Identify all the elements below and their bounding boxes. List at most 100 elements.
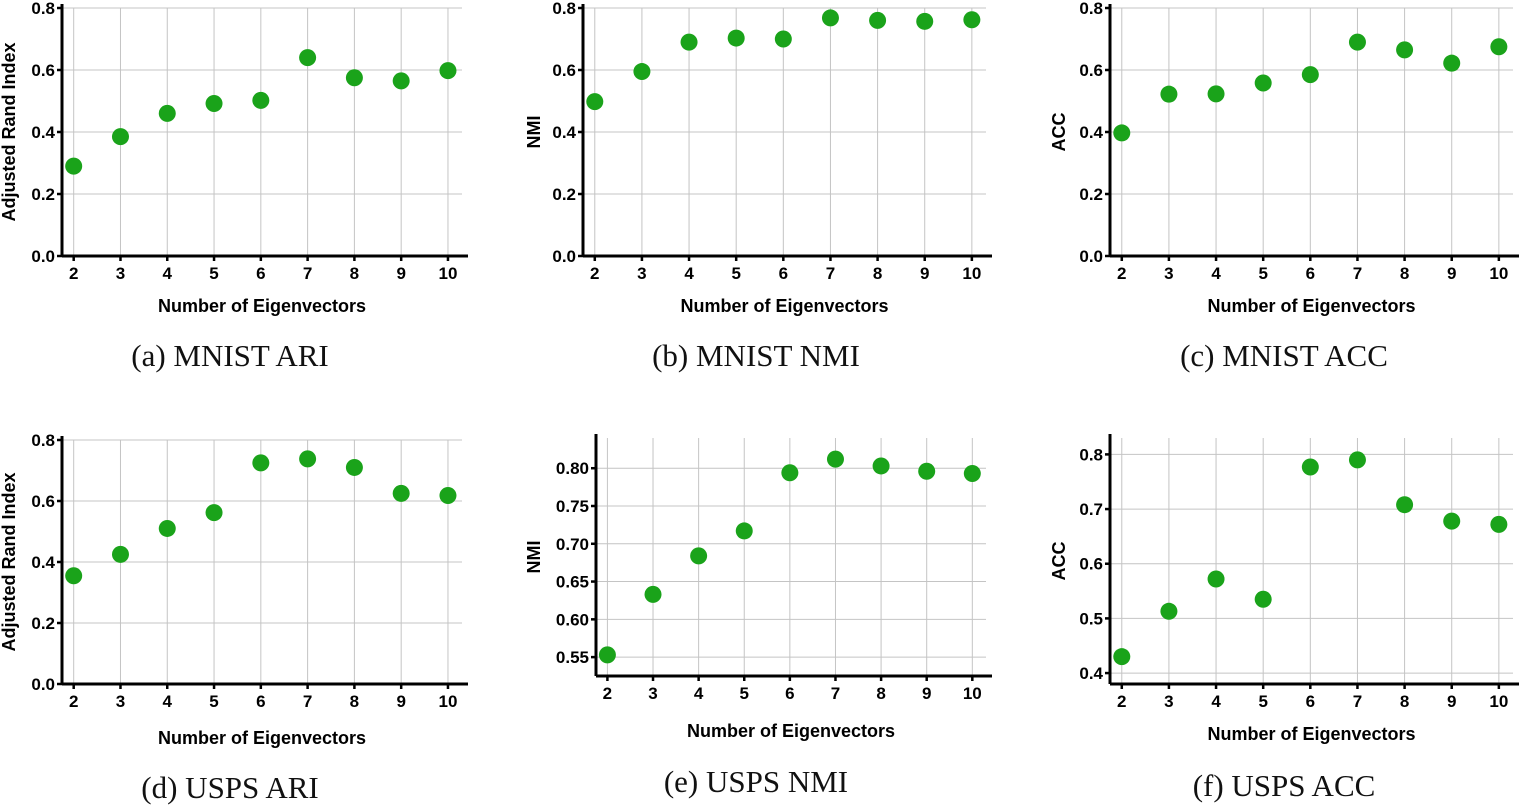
data-point (1113, 648, 1131, 666)
x-tick-label: 8 (1400, 692, 1409, 711)
y-tick-label: 0.6 (552, 61, 576, 80)
x-tick-label: 3 (116, 692, 125, 711)
x-tick-label: 3 (1164, 264, 1173, 283)
x-tick-label: 7 (1353, 692, 1362, 711)
x-tick-label: 4 (163, 692, 173, 711)
x-tick-label: 8 (350, 264, 359, 283)
caption-usps-ari: (d) USPS ARI (141, 770, 319, 805)
x-tick-label: 5 (209, 264, 218, 283)
data-point (1396, 41, 1414, 59)
y-tick-label: 0.6 (31, 61, 55, 80)
x-axis-label: Number of Eigenvectors (687, 721, 895, 741)
y-axis-label: ACC (1049, 113, 1069, 152)
y-axis-label: NMI (524, 116, 544, 149)
caption-usps-acc: (f) USPS ACC (1192, 768, 1376, 803)
x-tick-label: 7 (831, 684, 840, 703)
x-tick-label: 3 (648, 684, 657, 703)
x-tick-label: 5 (1258, 264, 1267, 283)
grid (596, 438, 986, 676)
data-point (1443, 54, 1461, 72)
x-tick-label: 2 (69, 692, 78, 711)
x-tick-label: 8 (876, 684, 885, 703)
x-tick-label: 5 (209, 692, 218, 711)
x-tick-label: 6 (785, 684, 794, 703)
x-tick-label: 9 (396, 692, 405, 711)
data-point (392, 72, 410, 90)
x-tick-label: 4 (694, 684, 704, 703)
x-tick-label: 10 (439, 264, 458, 283)
y-tick-label: 0.55 (556, 648, 589, 667)
data-points (1113, 33, 1508, 142)
data-point (205, 94, 223, 112)
data-point (158, 104, 176, 122)
chart-mnist-acc: 2 3 4 5 6 7 8 9 10 0.0 0.2 0.4 0.6 0.8 Number of Eigen… (1049, 0, 1519, 316)
x-tick-label: 6 (1306, 264, 1315, 283)
data-point (1113, 124, 1131, 142)
x-tick-label: 7 (303, 264, 312, 283)
data-point (1396, 496, 1414, 514)
x-tick-label: 2 (603, 684, 612, 703)
data-point (821, 9, 839, 27)
x-tick-label: 10 (1489, 264, 1508, 283)
data-point (680, 33, 698, 51)
grid (62, 439, 462, 685)
x-tick-label: 2 (69, 264, 78, 283)
data-point (252, 91, 270, 109)
y-tick-label: 0.0 (31, 675, 55, 694)
x-tick-label: 5 (731, 264, 740, 283)
y-tick-label: 0.0 (1079, 247, 1103, 266)
x-tick-label: 4 (1211, 264, 1221, 283)
data-point (1348, 451, 1366, 469)
caption-usps-nmi: (e) USPS NMI (663, 764, 849, 799)
data-point (1490, 38, 1508, 56)
data-point (65, 567, 83, 585)
y-tick-label: 0.6 (1079, 61, 1103, 80)
chart-usps-ari: 2 3 4 5 6 7 8 9 10 0.0 0.2 0.4 0.6 0.8 Number of Eigen… (0, 431, 468, 748)
chart-mnist-nmi: 2 3 4 5 6 7 8 9 10 0.0 0.2 0.4 0.6 0.8 Number of Eigen… (524, 0, 992, 316)
data-points (586, 9, 981, 111)
data-point (1301, 66, 1319, 84)
data-point (111, 545, 129, 563)
data-point (345, 69, 363, 87)
x-tick-label: 4 (684, 264, 694, 283)
data-point (1301, 458, 1319, 476)
data-point (111, 128, 129, 146)
y-tick-label: 0.8 (1079, 0, 1103, 18)
x-tick-label: 6 (1306, 692, 1315, 711)
x-tick-label: 7 (1353, 264, 1362, 283)
data-point (774, 30, 792, 48)
data-point (1160, 602, 1178, 620)
y-axis-label: Adjusted Rand Index (0, 472, 19, 651)
x-tick-label: 6 (779, 264, 788, 283)
data-point (781, 464, 799, 482)
data-point (439, 62, 457, 80)
data-point (586, 93, 604, 111)
x-tick-label: 7 (826, 264, 835, 283)
y-tick-label: 0.60 (556, 610, 589, 629)
x-axis-label: Number of Eigenvectors (1207, 296, 1415, 316)
data-point (1348, 33, 1366, 51)
data-point (1490, 515, 1508, 533)
x-tick-label: 8 (350, 692, 359, 711)
x-tick-label: 2 (1117, 692, 1126, 711)
data-point (299, 49, 317, 67)
data-point (1160, 85, 1178, 103)
x-axis-label: Number of Eigenvectors (1207, 724, 1415, 744)
data-point (869, 11, 887, 29)
x-axis-label: Number of Eigenvectors (158, 296, 366, 316)
data-point (735, 522, 753, 540)
x-tick-label: 9 (922, 684, 931, 703)
data-point (727, 29, 745, 47)
y-tick-label: 0.7 (1079, 500, 1103, 519)
x-tick-label: 9 (1447, 264, 1456, 283)
data-point (598, 646, 616, 664)
data-point (633, 63, 651, 81)
y-tick-label: 0.80 (556, 459, 589, 478)
x-tick-label: 7 (303, 692, 312, 711)
caption-mnist-acc: (c) MNIST ACC (1180, 338, 1388, 373)
y-tick-label: 0.6 (1079, 555, 1103, 574)
y-tick-label: 0.2 (31, 614, 55, 633)
data-point (690, 547, 708, 565)
y-tick-label: 0.4 (1079, 123, 1103, 142)
chart-usps-acc: 2 3 4 5 6 7 8 9 10 0.4 0.5 0.6 0.7 0.8 Number of Eigen… (1049, 434, 1519, 744)
